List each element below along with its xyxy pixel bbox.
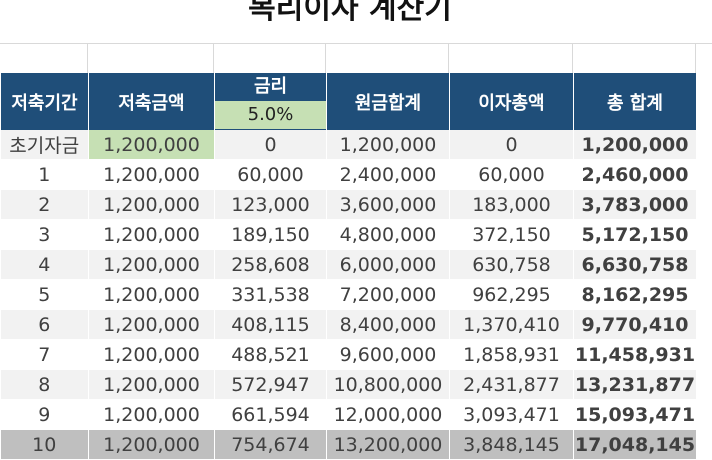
principal-cell[interactable]: 4,800,000 <box>326 219 450 250</box>
principal-cell[interactable]: 12,000,000 <box>326 399 450 430</box>
principal-cell[interactable]: 1,200,000 <box>326 130 450 160</box>
principal-cell[interactable]: 2,400,000 <box>326 159 450 190</box>
rate-input-cell[interactable]: 5.0% <box>215 101 326 129</box>
interest-cell[interactable]: 372,150 <box>449 219 574 250</box>
rate-interest-cell[interactable]: 754,674 <box>214 429 327 460</box>
table-row: 7 1,200,000 488,521 9,600,000 1,858,931 … <box>0 339 697 370</box>
principal-cell[interactable]: 9,600,000 <box>326 339 450 370</box>
deposit-cell[interactable]: 1,200,000 <box>88 279 215 310</box>
grid-line <box>695 43 696 73</box>
total-cell[interactable]: 9,770,410 <box>573 309 697 340</box>
rate-label: 금리 <box>253 76 288 97</box>
deposit-cell[interactable]: 1,200,000 <box>88 159 215 190</box>
header-principal: 원금합계 <box>326 73 450 130</box>
deposit-input-cell[interactable]: 1,200,000 <box>88 130 215 160</box>
interest-cell[interactable]: 60,000 <box>449 159 574 190</box>
deposit-cell[interactable]: 1,200,000 <box>88 429 215 460</box>
deposit-cell[interactable]: 1,200,000 <box>88 309 215 340</box>
table-row: 3 1,200,000 189,150 4,800,000 372,150 5,… <box>0 219 697 250</box>
period-cell[interactable]: 3 <box>0 219 89 250</box>
period-cell[interactable]: 1 <box>0 159 89 190</box>
total-cell[interactable]: 6,630,758 <box>573 249 697 280</box>
table-row: 2 1,200,000 123,000 3,600,000 183,000 3,… <box>0 189 697 220</box>
deposit-cell[interactable]: 1,200,000 <box>88 339 215 370</box>
principal-cell[interactable]: 10,800,000 <box>326 369 450 400</box>
total-cell[interactable]: 15,093,471 <box>573 399 697 430</box>
total-cell[interactable]: 17,048,145 <box>573 429 697 460</box>
table-row: 초기자금 1,200,000 0 1,200,000 0 1,200,000 <box>0 130 697 160</box>
interest-cell[interactable]: 2,431,877 <box>449 369 574 400</box>
table-row: 6 1,200,000 408,115 8,400,000 1,370,410 … <box>0 309 697 340</box>
period-cell[interactable]: 8 <box>0 369 89 400</box>
grid-line <box>448 43 449 73</box>
interest-cell[interactable]: 1,370,410 <box>449 309 574 340</box>
sheet-title: 복리이자 계산기 <box>248 0 452 26</box>
total-cell[interactable]: 2,460,000 <box>573 159 697 190</box>
principal-cell[interactable]: 6,000,000 <box>326 249 450 280</box>
table-row: 1 1,200,000 60,000 2,400,000 60,000 2,46… <box>0 159 697 190</box>
rate-interest-cell[interactable]: 408,115 <box>214 309 327 340</box>
rate-interest-cell[interactable]: 123,000 <box>214 189 327 220</box>
rate-interest-cell[interactable]: 258,608 <box>214 249 327 280</box>
rate-interest-cell[interactable]: 661,594 <box>214 399 327 430</box>
header-deposit: 저축금액 <box>88 73 215 130</box>
rate-interest-cell[interactable]: 0 <box>214 130 327 160</box>
interest-cell[interactable]: 630,758 <box>449 249 574 280</box>
table-row: 4 1,200,000 258,608 6,000,000 630,758 6,… <box>0 249 697 280</box>
period-cell[interactable]: 초기자금 <box>0 130 89 160</box>
period-cell[interactable]: 10 <box>0 429 89 460</box>
interest-cell[interactable]: 3,848,145 <box>449 429 574 460</box>
deposit-cell[interactable]: 1,200,000 <box>88 219 215 250</box>
principal-cell[interactable]: 8,400,000 <box>326 309 450 340</box>
table-row: 8 1,200,000 572,947 10,800,000 2,431,877… <box>0 369 697 400</box>
deposit-cell[interactable]: 1,200,000 <box>88 189 215 220</box>
deposit-cell[interactable]: 1,200,000 <box>88 369 215 400</box>
principal-cell[interactable]: 13,200,000 <box>326 429 450 460</box>
grid-line <box>213 43 214 73</box>
header-interest: 이자총액 <box>449 73 574 130</box>
period-cell[interactable]: 6 <box>0 309 89 340</box>
period-cell[interactable]: 4 <box>0 249 89 280</box>
rate-interest-cell[interactable]: 488,521 <box>214 339 327 370</box>
total-cell[interactable]: 1,200,000 <box>573 130 697 160</box>
compound-interest-table: 저축기간 저축금액 금리 5.0% 원금합계 이자총액 총 합계 초기자금 1,… <box>0 73 697 460</box>
interest-cell[interactable]: 962,295 <box>449 279 574 310</box>
rate-interest-cell[interactable]: 60,000 <box>214 159 327 190</box>
rate-interest-cell[interactable]: 189,150 <box>214 219 327 250</box>
interest-cell[interactable]: 1,858,931 <box>449 339 574 370</box>
rate-interest-cell[interactable]: 331,538 <box>214 279 327 310</box>
period-cell[interactable]: 2 <box>0 189 89 220</box>
table-header-row: 저축기간 저축금액 금리 5.0% 원금합계 이자총액 총 합계 <box>0 73 697 130</box>
total-cell[interactable]: 13,231,877 <box>573 369 697 400</box>
period-cell[interactable]: 9 <box>0 399 89 430</box>
principal-cell[interactable]: 7,200,000 <box>326 279 450 310</box>
total-cell[interactable]: 3,783,000 <box>573 189 697 220</box>
total-cell[interactable]: 11,458,931 <box>573 339 697 370</box>
principal-cell[interactable]: 3,600,000 <box>326 189 450 220</box>
period-cell[interactable]: 5 <box>0 279 89 310</box>
table-row: 9 1,200,000 661,594 12,000,000 3,093,471… <box>0 399 697 430</box>
rate-interest-cell[interactable]: 572,947 <box>214 369 327 400</box>
interest-cell[interactable]: 3,093,471 <box>449 399 574 430</box>
grid-line <box>572 43 573 73</box>
deposit-cell[interactable]: 1,200,000 <box>88 249 215 280</box>
grid-line <box>0 43 712 44</box>
header-total: 총 합계 <box>573 73 697 130</box>
table-row: 5 1,200,000 331,538 7,200,000 962,295 8,… <box>0 279 697 310</box>
interest-cell[interactable]: 0 <box>449 130 574 160</box>
total-cell[interactable]: 8,162,295 <box>573 279 697 310</box>
deposit-cell[interactable]: 1,200,000 <box>88 399 215 430</box>
header-rate: 금리 5.0% <box>214 73 327 130</box>
period-cell[interactable]: 7 <box>0 339 89 370</box>
header-period: 저축기간 <box>0 73 89 130</box>
grid-line <box>87 43 88 73</box>
interest-cell[interactable]: 183,000 <box>449 189 574 220</box>
table-row: 10 1,200,000 754,674 13,200,000 3,848,14… <box>0 429 697 460</box>
grid-line <box>325 43 326 73</box>
total-cell[interactable]: 5,172,150 <box>573 219 697 250</box>
